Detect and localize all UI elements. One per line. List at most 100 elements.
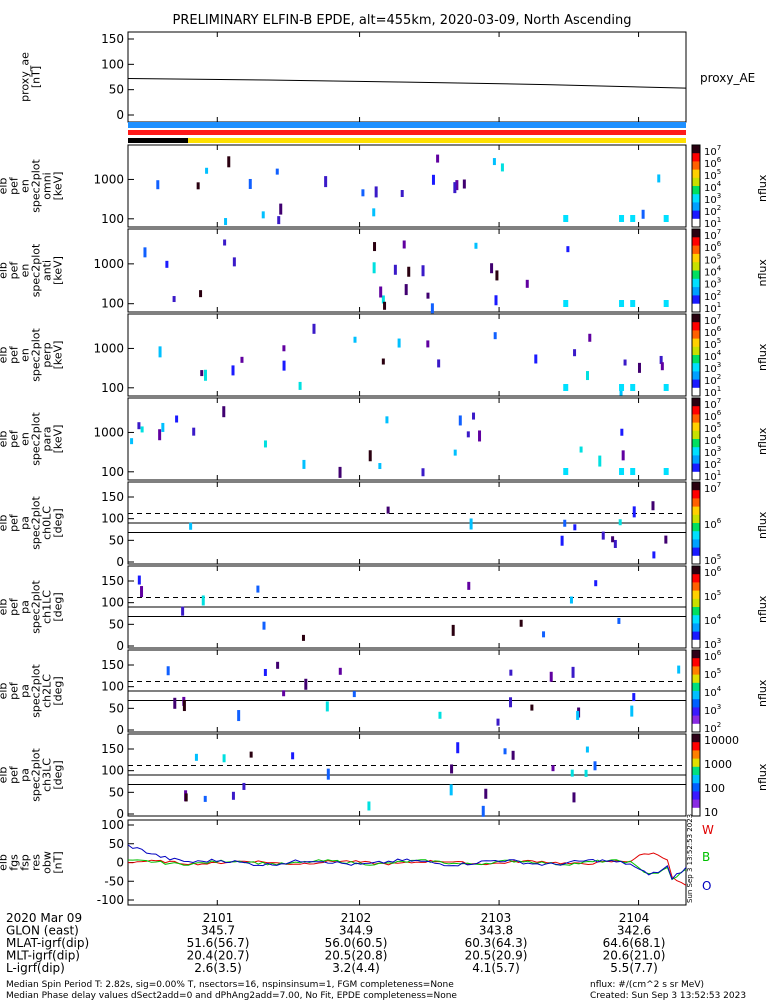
colorbar-tick-label: 106: [704, 649, 722, 663]
spec-pixel: [184, 793, 188, 802]
colorbar-cell: [692, 639, 700, 643]
footer: Median Spin Period T: 2.82s, sig=0.00% T…: [6, 980, 746, 1000]
panel-frame-omni: [127, 144, 687, 228]
colorbar-cell: [692, 715, 700, 719]
spec-pixel: [611, 536, 615, 543]
colorbar-cell: [692, 504, 700, 508]
colorbar-cell: [692, 222, 700, 226]
colorbar-cell: [692, 179, 700, 183]
colorbar-cell: [692, 251, 700, 255]
spec-pixel: [194, 753, 198, 761]
colorbar-cell: [692, 686, 700, 690]
spec-pixel: [312, 323, 316, 334]
colorbar-cell: [692, 609, 700, 612]
spec-pixel: [421, 468, 425, 477]
spec-pixel: [189, 522, 193, 530]
spec-pixel: [275, 168, 279, 175]
colorbar-cell: [692, 766, 700, 770]
vertical-stamp: Sun Sep 3 13:52:53 2023: [686, 814, 694, 903]
colorbar-cell: [692, 768, 700, 772]
spec-pixel: [437, 359, 441, 368]
colorbar-cell: [692, 711, 700, 715]
ylabel-line: [deg]: [52, 676, 65, 705]
colorbar-cell: [692, 805, 700, 809]
xtable-cell: 64.6(68.1): [603, 936, 666, 950]
colorbar-cell: [692, 596, 700, 600]
colorbar-cell: [692, 682, 700, 686]
colorbar-cell: [692, 650, 700, 653]
colorbar-cell: [692, 344, 700, 348]
spec-pixel: [256, 585, 260, 593]
colorbar-cell: [692, 529, 700, 532]
xtable-cell: 2104: [619, 911, 650, 925]
ytick-label-omni: 1000: [93, 172, 124, 186]
spec-pixel: [223, 239, 227, 246]
colorbar-cell: [692, 326, 700, 329]
ytick-label-ch2LC: 150: [101, 658, 124, 672]
colorbar-cell: [692, 299, 700, 303]
spec-pixel: [173, 697, 177, 709]
ylabel-line: proxy_ae: [19, 52, 32, 102]
spec-pixel: [455, 180, 459, 191]
ylabel-line: pef: [8, 345, 21, 364]
colorbar-cell: [692, 754, 700, 758]
spec-pixel: [593, 761, 597, 771]
colorbar-cell: [692, 637, 700, 641]
colorbar-tick-label: 104: [704, 433, 722, 447]
colorbar-cell: [692, 330, 700, 333]
spec-pixel: [205, 167, 209, 174]
colorbar-cell: [692, 613, 700, 616]
colorbar-cell: [692, 785, 700, 788]
colorbar-cell: [692, 559, 700, 563]
colorbar-cell: [692, 324, 700, 327]
spec-pixel: [469, 518, 473, 530]
colorbar-cell: [692, 451, 700, 454]
colorbar-cell: [692, 633, 700, 637]
colorbar-cell: [692, 322, 700, 325]
colorbar-cell: [692, 781, 700, 784]
spec-pixel: [379, 286, 383, 298]
colorbar-cell: [692, 190, 700, 193]
ylabel-line: spec2plot: [30, 580, 43, 634]
colorbar-cell: [692, 691, 700, 694]
colorbar-cell: [692, 801, 700, 805]
spec-pixel: [495, 270, 499, 281]
colorbar-cell: [692, 220, 700, 224]
colorbar-tick-label: 105: [704, 553, 721, 567]
colorbar-cell: [692, 159, 700, 162]
colorbar-cell: [692, 169, 700, 173]
colorbar-cell: [692, 602, 700, 606]
colorbar-cell: [692, 282, 700, 286]
colorbar-cell: [692, 752, 700, 755]
colorbar-cell: [692, 566, 700, 569]
colorbar-tick-label: 102: [704, 721, 721, 735]
legend-o: O: [702, 879, 711, 893]
ytick-label-ch2LC: 50: [109, 701, 124, 715]
panel-frame-anti: [127, 228, 687, 313]
ylabel-line: elb: [0, 262, 10, 279]
colorbar-cell: [692, 247, 700, 251]
ylabel-line: [nT]: [52, 851, 65, 873]
orbit-bar-black: [128, 138, 188, 143]
colorbar-cell: [692, 684, 700, 688]
xtable-cell: 20.6(21.0): [603, 949, 666, 963]
colorbar-cell: [692, 352, 700, 356]
ylabel-line: pef: [8, 261, 21, 280]
colorbar-cell: [692, 465, 700, 469]
ylabel-line: en: [19, 264, 32, 278]
colorbar-tick-label: 105: [704, 168, 721, 182]
spec-pixel: [530, 704, 534, 711]
colorbar-cell: [692, 797, 700, 801]
spec-pixel: [158, 346, 162, 358]
colorbar-cell: [692, 598, 700, 602]
spec-pixel: [478, 430, 482, 442]
spec-pixel: [397, 338, 401, 348]
colorbar-cell: [692, 486, 700, 489]
ytick-label-para: 1000: [93, 425, 124, 439]
spec-pixel: [573, 524, 577, 531]
spec-pixel: [393, 264, 397, 275]
colorbar-cell: [692, 422, 700, 426]
